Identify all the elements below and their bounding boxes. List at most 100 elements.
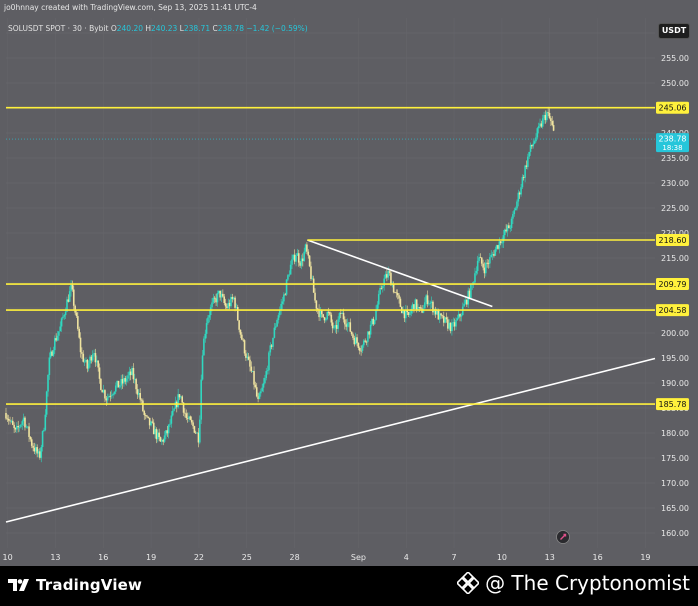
candle-body (224, 303, 227, 307)
candle-body (264, 377, 266, 384)
candle-body (352, 334, 354, 338)
candle-body (432, 301, 434, 313)
candle-body (344, 319, 346, 325)
candle-body (426, 295, 429, 305)
candle-body (161, 439, 163, 442)
candle-body (479, 257, 482, 259)
candle-body (102, 390, 105, 393)
candle-body (143, 411, 146, 416)
candle-body (403, 309, 406, 319)
candle-body (157, 432, 159, 440)
trend-line[interactable] (307, 239, 493, 308)
candle-body (249, 359, 251, 367)
currency-badge[interactable]: USDT (658, 23, 690, 39)
candle-body (501, 242, 503, 244)
candle-body (552, 125, 555, 131)
y-tick-label: 175.00 (661, 454, 689, 463)
candle-body (514, 208, 517, 211)
candle-body (399, 298, 402, 307)
candle-body (262, 383, 265, 388)
candle-body (281, 301, 284, 304)
candle-body (150, 421, 152, 426)
candle-body (497, 245, 499, 249)
candle-body (329, 312, 331, 315)
candle-body (364, 340, 366, 342)
candle-body (316, 308, 319, 310)
candle-body (90, 356, 93, 361)
symbol-name[interactable]: SOLUSDT SPOT · 30 · Bybit (8, 24, 109, 33)
candle-body (159, 437, 162, 442)
candle-body (350, 331, 353, 335)
candle-body (535, 137, 537, 142)
candle-body (377, 294, 380, 305)
candle-body (509, 227, 512, 229)
candle-body (67, 299, 70, 302)
candle-body (181, 396, 184, 403)
candle-body (522, 177, 525, 178)
candle-body (228, 302, 231, 307)
candle-body (372, 318, 375, 325)
candle-body (319, 310, 322, 318)
candle-body (253, 371, 255, 385)
candle-body (410, 308, 413, 314)
candle-body (537, 126, 540, 129)
candle-body (60, 318, 63, 327)
candle-body (394, 292, 396, 294)
x-tick-label: 10 (497, 553, 507, 562)
candle-body (368, 331, 371, 335)
candle-body (108, 395, 110, 398)
candle-body (300, 258, 303, 266)
candle-body (419, 307, 422, 309)
candle-body (270, 345, 273, 347)
candle-body (217, 290, 220, 294)
candle-body (306, 244, 308, 252)
candle-body (296, 253, 299, 256)
candle-body (460, 315, 463, 317)
candle-body (40, 447, 43, 458)
candle-body (154, 429, 156, 435)
candle-body (44, 414, 47, 430)
candle-body (116, 380, 118, 386)
candle-body (459, 314, 461, 317)
candle-body (448, 322, 451, 329)
candle-body (166, 430, 169, 434)
candle-body (360, 350, 362, 352)
candle-body (165, 430, 167, 436)
candle-body (245, 353, 247, 358)
candle-body (302, 258, 304, 262)
candle-body (287, 275, 289, 280)
candle-body (266, 370, 269, 372)
candle-body (227, 302, 230, 309)
candle-body (551, 121, 554, 126)
y-tick-label: 160.00 (661, 529, 689, 538)
candle-body (363, 340, 365, 346)
candle-body (7, 419, 10, 421)
candle-body (247, 356, 250, 360)
settings-icon[interactable] (556, 530, 570, 544)
trend-line[interactable] (5, 357, 656, 523)
candle-body (81, 352, 83, 354)
candle-body (334, 325, 337, 328)
candle-body (152, 422, 155, 435)
candle-body (414, 299, 417, 309)
candle-body (490, 254, 493, 258)
candle-body (436, 310, 438, 315)
candle-body (66, 299, 68, 312)
candle-body (120, 379, 123, 386)
candle-body (415, 299, 418, 311)
candle-body (70, 284, 72, 292)
candle-body (475, 270, 478, 274)
candle-body (190, 419, 193, 423)
x-tick-label: 7 (452, 553, 457, 562)
candle-body (204, 333, 207, 339)
candle-body (200, 379, 202, 420)
candle-body (170, 415, 173, 424)
candle-body (36, 447, 38, 454)
change-value: −1.42 (−0.59%) (246, 24, 308, 33)
candle-body (318, 309, 320, 318)
candle-body (192, 422, 194, 427)
candle-body (498, 241, 501, 249)
candle-body (260, 391, 262, 394)
candle-body (83, 361, 86, 363)
